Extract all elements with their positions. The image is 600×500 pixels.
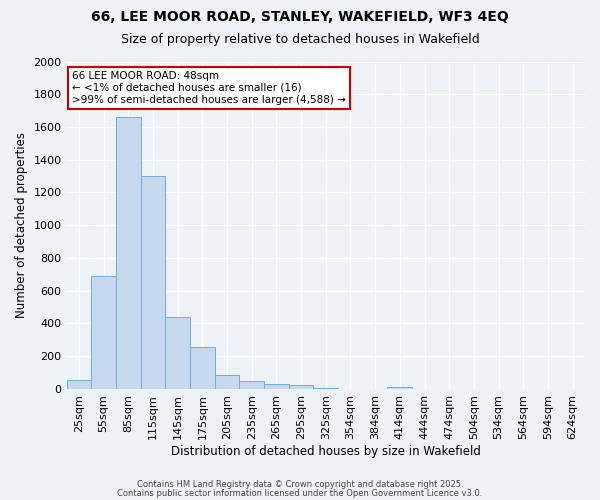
Text: 66 LEE MOOR ROAD: 48sqm
← <1% of detached houses are smaller (16)
>99% of semi-d: 66 LEE MOOR ROAD: 48sqm ← <1% of detache… — [72, 72, 346, 104]
Bar — [388, 388, 412, 389]
Bar — [239, 381, 264, 389]
Bar — [116, 117, 140, 389]
Bar — [91, 276, 116, 389]
Text: Contains HM Land Registry data © Crown copyright and database right 2025.: Contains HM Land Registry data © Crown c… — [137, 480, 463, 489]
Bar — [289, 386, 313, 389]
Bar — [140, 176, 165, 389]
Y-axis label: Number of detached properties: Number of detached properties — [15, 132, 28, 318]
Bar — [313, 388, 338, 389]
X-axis label: Distribution of detached houses by size in Wakefield: Distribution of detached houses by size … — [171, 444, 481, 458]
Bar — [165, 317, 190, 389]
Bar — [67, 380, 91, 389]
Bar — [264, 384, 289, 389]
Bar — [190, 347, 215, 389]
Bar — [215, 375, 239, 389]
Text: Contains public sector information licensed under the Open Government Licence v3: Contains public sector information licen… — [118, 488, 482, 498]
Text: Size of property relative to detached houses in Wakefield: Size of property relative to detached ho… — [121, 32, 479, 46]
Text: 66, LEE MOOR ROAD, STANLEY, WAKEFIELD, WF3 4EQ: 66, LEE MOOR ROAD, STANLEY, WAKEFIELD, W… — [91, 10, 509, 24]
